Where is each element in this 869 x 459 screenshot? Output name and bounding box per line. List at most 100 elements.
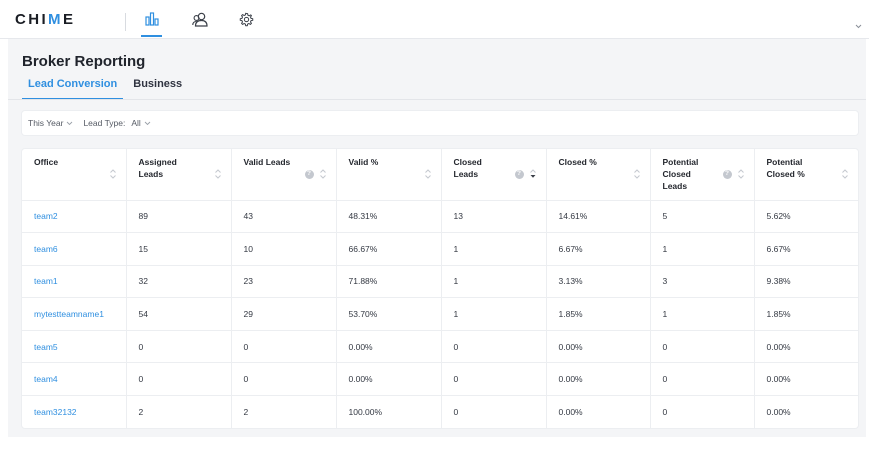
table-row: team6 15 10 66.67% 1 6.67% 1 6.67% [22,232,858,266]
report-table-card: Office Assigned Leads Valid Leads? Valid % Cl… [22,149,858,428]
office-link[interactable]: team5 [22,330,127,364]
cell-potential-closed-percent: 9.38% [754,265,858,299]
office-link[interactable]: team32132 [22,395,127,428]
column-header-label: Valid % [349,156,379,192]
sort-icon[interactable] [529,169,536,179]
cell-closed-percent: 0.00% [546,330,651,364]
cell-valid-percent: 66.67% [336,232,442,266]
sort-icon[interactable] [842,169,848,179]
sort-icon[interactable] [737,169,744,179]
cell-closed-percent: 14.61% [546,200,651,234]
office-link[interactable]: team1 [22,265,127,299]
sort-icon[interactable] [319,169,326,179]
office-link[interactable]: team4 [22,362,127,397]
cell-valid-leads: 2 [231,395,337,428]
column-header-label: Valid Leads [244,156,291,192]
cell-potential-closed-leads: 3 [650,265,755,299]
cell-assigned-leads: 89 [126,200,232,234]
cell-potential-closed-percent: 0.00% [754,330,858,364]
office-link[interactable]: team2 [22,200,127,234]
cell-potential-closed-leads: 1 [650,232,755,266]
cell-closed-leads: 13 [441,200,547,234]
header-text-line1: Assigned [138,157,177,168]
chime-logo[interactable]: CHIME [15,11,75,28]
office-link[interactable]: team6 [22,232,127,266]
cell-potential-closed-leads: 0 [650,362,755,397]
cell-valid-percent: 48.31% [336,200,442,234]
logo-text-2: M [48,11,63,28]
help-icon[interactable]: ? [514,169,524,179]
lead-type-filter-value: All [131,118,141,128]
cell-valid-percent: 0.00% [336,362,442,397]
cell-assigned-leads: 54 [126,297,232,331]
cell-potential-closed-leads: 0 [650,330,755,364]
column-header-closed-percent[interactable]: Closed % [546,149,651,201]
table-row: team4 0 0 0.00% 0 0.00% 0 0.00% [22,362,858,397]
cell-valid-leads: 29 [231,297,337,331]
cell-closed-leads: 1 [441,297,547,331]
cell-potential-closed-percent: 5.62% [754,200,858,234]
period-filter-dropdown[interactable]: This Year [28,118,73,128]
column-header-valid-percent[interactable]: Valid % [336,149,442,201]
sort-icon[interactable] [214,169,221,179]
filter-bar: This Year Lead Type: All [22,111,858,135]
sort-icon[interactable] [424,169,431,179]
office-link[interactable]: mytestteamname1 [22,297,127,331]
help-icon[interactable]: ? [304,169,314,179]
chevron-down-icon [67,121,73,125]
cell-valid-percent: 53.70% [336,297,442,331]
cell-valid-leads: 43 [231,200,337,234]
cell-assigned-leads: 15 [126,232,232,266]
header-text-line2: Closed [662,169,691,180]
reports-icon[interactable] [144,11,160,27]
header-text-line1: Office [34,157,59,168]
help-icon[interactable]: ? [722,169,732,179]
cell-potential-closed-percent: 1.85% [754,297,858,331]
chevron-down-icon [144,121,151,125]
header-text-line3: Leads [662,181,688,192]
cell-potential-closed-percent: 6.67% [754,232,858,266]
settings-icon[interactable] [238,11,254,27]
column-header-valid-leads[interactable]: Valid Leads? [231,149,337,201]
logo-text-1: CHI [15,11,49,28]
header-text-line1: Potential [766,157,803,168]
active-nav-indicator [141,35,162,37]
column-header-label: Potential Closed Leads [663,156,699,192]
nav-divider [125,13,126,31]
cell-assigned-leads: 32 [126,265,232,299]
column-header-assigned-leads[interactable]: Assigned Leads [126,149,232,201]
sort-icon[interactable] [109,169,116,179]
cell-valid-percent: 71.88% [336,265,442,299]
header-text-line1: Closed [453,157,482,168]
tab-lead-conversion[interactable]: Lead Conversion [22,78,124,100]
cell-assigned-leads: 2 [126,395,232,428]
cell-closed-percent: 1.85% [546,297,651,331]
cell-closed-leads: 1 [441,265,547,299]
cell-closed-leads: 1 [441,232,547,266]
chevron-down-icon[interactable] [855,16,862,34]
cell-potential-closed-percent: 0.00% [754,362,858,397]
cell-closed-leads: 0 [441,362,547,397]
tab-business[interactable]: Business [133,78,183,90]
report-tabs: Lead Conversion Business [22,78,192,100]
cell-valid-percent: 0.00% [336,330,442,364]
cell-valid-percent: 100.00% [336,395,442,428]
header-text-line1: Potential [662,157,699,168]
header-text-line2: Leads [138,169,164,180]
people-icon[interactable] [192,11,208,27]
column-header-closed-leads[interactable]: Closed Leads? [441,149,547,201]
column-header-label: Office [34,156,58,192]
column-header-office[interactable]: Office [22,149,127,201]
column-header-potential-closed-leads[interactable]: Potential Closed Leads? [650,149,755,201]
lead-type-filter-dropdown[interactable]: Lead Type: All [83,118,151,128]
column-header-label: Closed % [559,156,597,192]
report-table: Office Assigned Leads Valid Leads? Valid % Cl… [22,149,858,428]
page-title: Broker Reporting [22,53,146,70]
cell-valid-leads: 0 [231,330,337,364]
column-header-label: Closed Leads [454,156,482,192]
table-row: team5 0 0 0.00% 0 0.00% 0 0.00% [22,330,858,364]
column-header-potential-closed-percent[interactable]: Potential Closed % [754,149,858,201]
column-header-label: Assigned Leads [139,156,177,192]
main-panel: Broker Reporting Lead Conversion Busines… [8,39,866,437]
sort-icon[interactable] [633,169,640,179]
